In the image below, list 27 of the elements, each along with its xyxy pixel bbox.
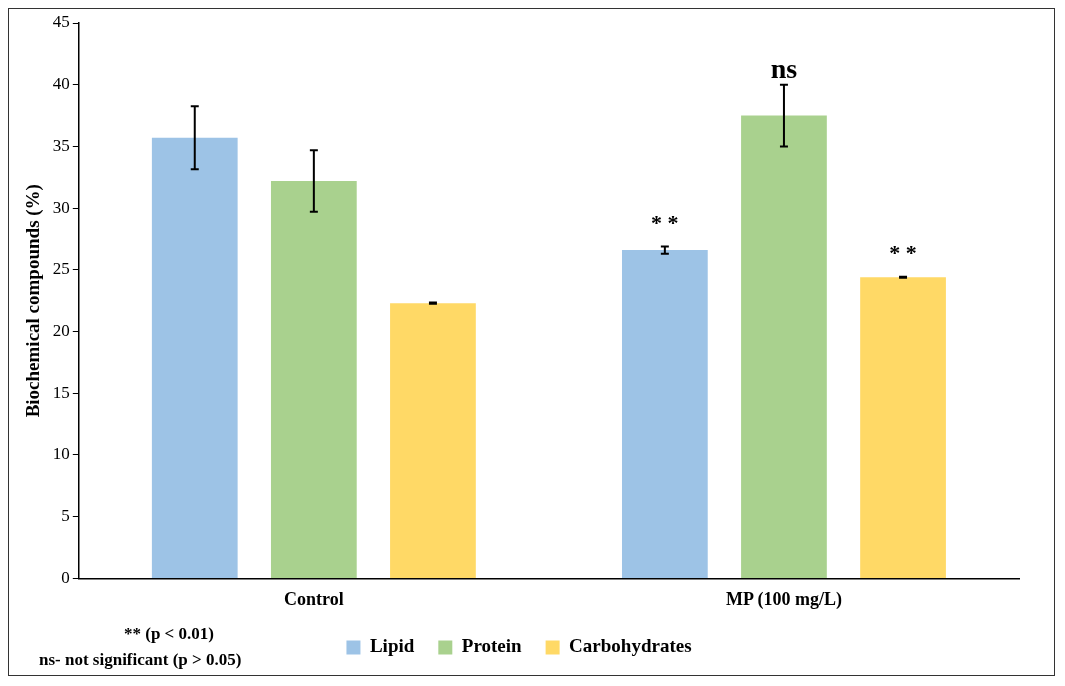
annotation: * * <box>889 240 917 266</box>
annotation: * * <box>651 210 679 236</box>
bar <box>151 137 238 578</box>
y-tick-label: 45 <box>52 12 70 32</box>
bar <box>270 180 357 578</box>
x-tick-label: MP (100 mg/L) <box>725 588 842 610</box>
y-tick-label: 15 <box>52 382 70 402</box>
y-tick-label: 10 <box>52 444 70 464</box>
text: ns- not significant (p > 0.05) <box>39 650 242 670</box>
bar <box>390 303 476 578</box>
y-tick-label: 5 <box>61 506 70 526</box>
legend-label: Protein <box>461 635 523 657</box>
y-tick-label: 20 <box>52 321 70 341</box>
y-tick-label: 25 <box>52 259 70 279</box>
bar <box>621 250 708 578</box>
legend-label: Lipid <box>369 635 415 657</box>
legend-label: Carbohydrates <box>569 635 692 657</box>
bar <box>741 115 827 578</box>
x-tick-label: Control <box>284 588 344 609</box>
y-axis-title: Biochemical compounds (%) <box>22 184 45 418</box>
bar <box>860 277 946 578</box>
y-tick-label: 40 <box>52 74 70 94</box>
y-tick-label: 35 <box>52 135 70 155</box>
y-tick-label: 30 <box>52 197 70 217</box>
y-tick-label: 0 <box>61 567 70 587</box>
annotation: ns <box>770 52 798 84</box>
text: ** (p < 0.01) <box>124 624 214 644</box>
